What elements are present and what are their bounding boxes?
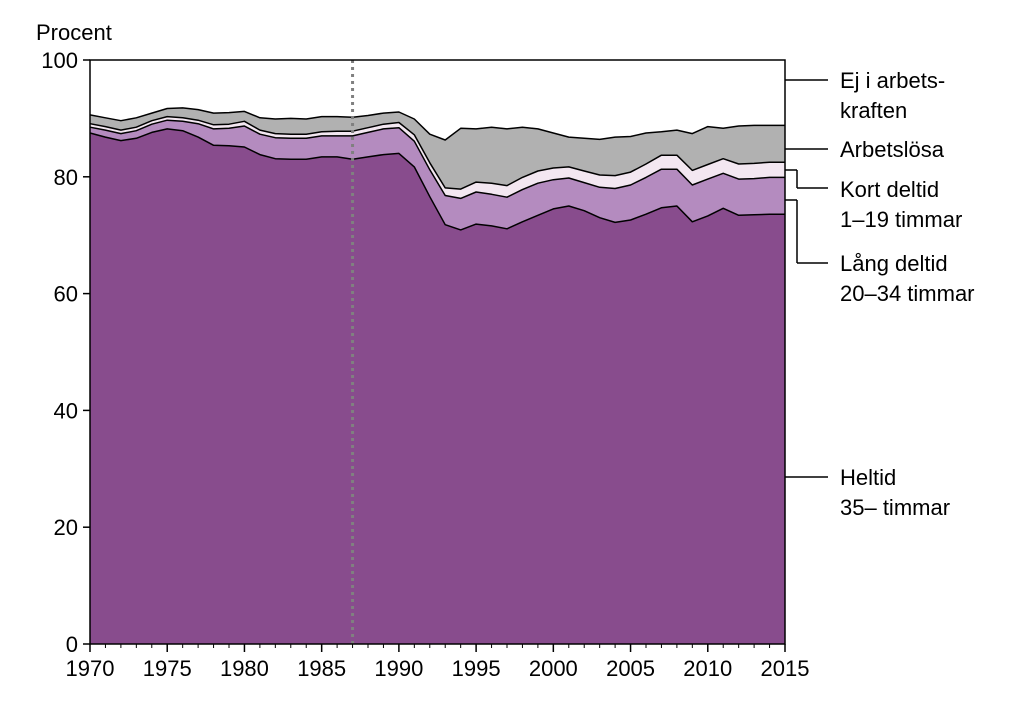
series-boundary-line-0 <box>89 128 785 231</box>
area-series-4 <box>90 60 785 140</box>
legend-label: 20–34 timmar <box>840 281 975 306</box>
area-series-3 <box>90 107 785 190</box>
legend-label: Kort deltid <box>840 177 939 202</box>
x-tick-label: 1975 <box>143 656 192 681</box>
y-tick-label: 40 <box>54 398 78 423</box>
area-series-2 <box>90 116 785 199</box>
legend: Ej i arbets-kraften Arbetslösa Kort deltid… <box>785 68 975 520</box>
area-series-0 <box>90 128 785 644</box>
y-axis-title: Procent <box>36 20 112 45</box>
x-tick-label: 2005 <box>606 656 655 681</box>
x-tick-label: 1980 <box>220 656 269 681</box>
y-tick-label: 20 <box>54 515 78 540</box>
area-layer <box>89 60 785 644</box>
x-tick-label: 1995 <box>452 656 501 681</box>
y-tick-label: 60 <box>54 282 78 307</box>
x-axis: 1970 1975 1980 1985 1990 1995 2000 2005 2010 2015 <box>66 644 810 681</box>
x-tick-label: 2010 <box>683 656 732 681</box>
plot-border <box>89 59 786 645</box>
legend-label: Arbetslösa <box>840 137 945 162</box>
series-boundary-line-2 <box>89 115 785 190</box>
legend-label: Heltid <box>840 465 896 490</box>
y-tick-label: 80 <box>54 165 78 190</box>
legend-label: 35– timmar <box>840 495 950 520</box>
legend-label: 1–19 timmar <box>840 207 962 232</box>
legend-label: kraften <box>840 98 907 123</box>
series-boundary-line-1 <box>89 119 785 200</box>
x-tick-label: 2000 <box>529 656 578 681</box>
y-tick-label: 0 <box>66 632 78 657</box>
legend-label: Lång deltid <box>840 251 948 276</box>
plot-frame <box>89 59 786 645</box>
y-tick-label: 100 <box>41 48 78 73</box>
x-tick-label: 2015 <box>761 656 810 681</box>
legend-label: Ej i arbets- <box>840 68 945 93</box>
x-tick-label: 1985 <box>297 656 346 681</box>
y-axis: 0 20 40 60 80 100 <box>41 48 90 657</box>
x-tick-label: 1970 <box>66 656 115 681</box>
x-tick-label: 1990 <box>374 656 423 681</box>
area-series-1 <box>90 120 785 230</box>
series-boundary-line-3 <box>89 107 785 141</box>
